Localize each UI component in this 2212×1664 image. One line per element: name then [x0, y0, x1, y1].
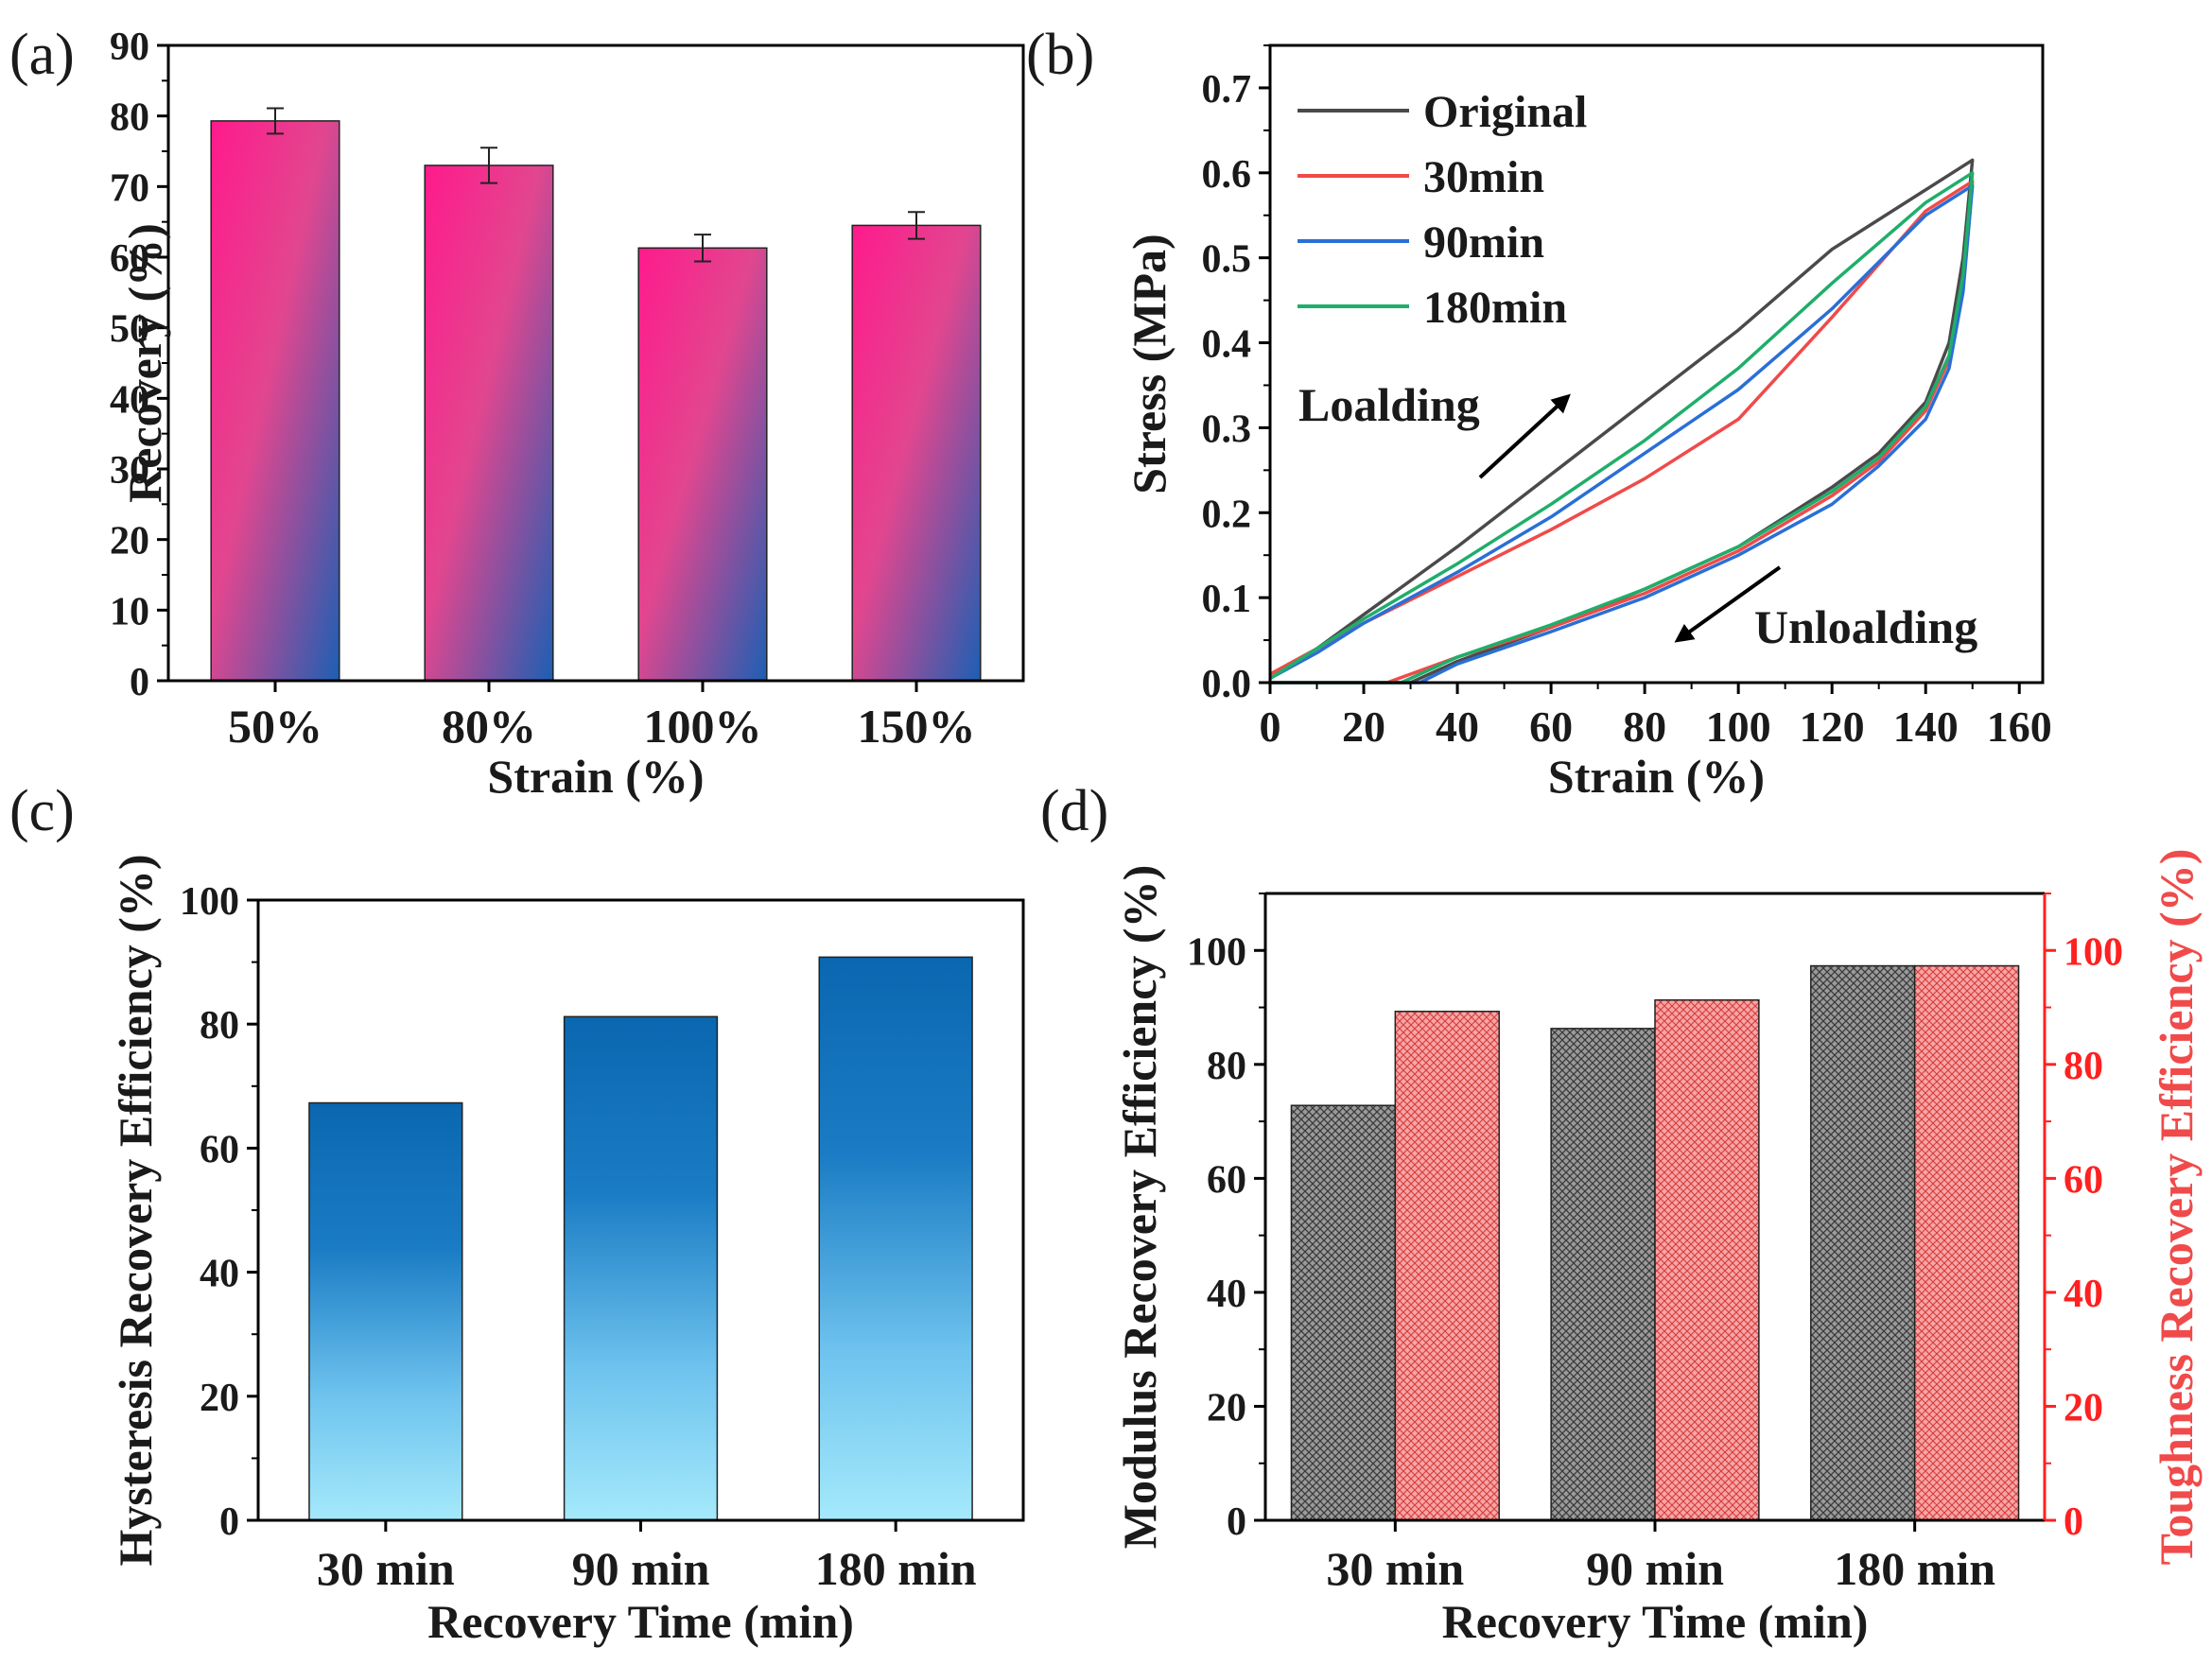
ytick-label-c-0: 0 [219, 1500, 239, 1544]
series-line-180min [1269, 171, 1975, 685]
ytick-label-d-right-1: 20 [2064, 1386, 2103, 1430]
bar-c-2 [818, 956, 973, 1521]
bar-a-3 [851, 224, 982, 682]
x-axis-label-c: Recovery Time (min) [427, 1595, 854, 1648]
loading-arrow [1478, 393, 1571, 479]
ytick-label-a-6: 60 [110, 237, 149, 281]
annotation-unloading: Unloalding [1754, 600, 1977, 653]
ytick-label-d-right-0: 0 [2064, 1500, 2083, 1544]
ytick-label-d-left-5: 100 [1187, 930, 1246, 974]
ytick-label-b-0: 0.0 [1202, 663, 1252, 706]
chart-b: 0 20 40 60 80 100 120 140 160 0.0 0.1 0.2 0.3 0.4 0.5 0… [1123, 43, 2052, 803]
ytick-label-a-0: 0 [130, 661, 149, 704]
bar-d-modulus-2 [1810, 964, 1916, 1521]
ytick-label-d-left-4: 80 [1207, 1045, 1246, 1088]
bar-c-0 [308, 1101, 463, 1521]
ytick-label-d-left-3: 60 [1207, 1158, 1246, 1202]
plot-frame-a [166, 43, 1025, 683]
y-axis-label-d-right: Toughness Recovery Efficiency (%) [2150, 849, 2203, 1566]
bar-a-2 [637, 247, 768, 682]
ytick-label-b-1: 0.1 [1202, 578, 1252, 621]
ytick-label-d-left-2: 40 [1207, 1273, 1246, 1316]
xtick-label-b-6: 120 [1800, 702, 1865, 751]
xtick-label-b-3: 60 [1529, 702, 1573, 751]
chart-d: 30 min 90 min 180 min 0 0 20 20 40 40 60 60 80 80 100… [1113, 849, 2203, 1648]
xtick-label-b-0: 0 [1260, 702, 1281, 751]
bar-d-toughness-0 [1394, 1011, 1500, 1521]
x-axis-label-d: Recovery Time (min) [1442, 1595, 1869, 1648]
bar-a-1 [424, 165, 554, 682]
xtick-label-a-1: 80% [442, 700, 536, 753]
y-axis-label-d-left: Modulus Recovery Efficiency (%) [1113, 865, 1166, 1549]
ytick-label-c-1: 20 [200, 1377, 239, 1420]
ytick-label-b-5: 0.5 [1202, 238, 1252, 282]
panel-c-label: (c) [9, 779, 75, 843]
xtick-label-c-0: 30 min [317, 1542, 455, 1595]
xtick-label-d-1: 90 min [1586, 1542, 1724, 1595]
xtick-label-b-8: 160 [1987, 702, 2052, 751]
xtick-label-b-4: 80 [1623, 702, 1666, 751]
series-line-90min [1269, 183, 1975, 685]
ytick-label-a-2: 20 [110, 520, 149, 563]
xtick-label-a-2: 100% [644, 700, 762, 753]
x-axis-label-b: Strain (%) [1548, 750, 1765, 803]
plot-frame-b [1268, 43, 2045, 685]
ytick-label-b-4: 0.4 [1202, 323, 1252, 367]
ytick-label-d-left-0: 0 [1227, 1500, 1246, 1544]
ytick-label-d-right-3: 60 [2064, 1158, 2103, 1202]
ytick-label-b-3: 0.3 [1202, 407, 1252, 451]
ytick-label-a-1: 10 [110, 590, 149, 633]
ytick-label-b-2: 0.2 [1202, 493, 1252, 536]
bar-d-toughness-2 [1913, 964, 2020, 1521]
ytick-label-c-3: 60 [200, 1128, 239, 1171]
xtick-label-d-0: 30 min [1326, 1542, 1464, 1595]
y-axis-label-a: Recovery (%) [118, 223, 171, 503]
xtick-label-b-2: 40 [1436, 702, 1479, 751]
bar-c-1 [563, 1015, 719, 1521]
xtick-label-b-5: 100 [1706, 702, 1771, 751]
xtick-label-b-1: 20 [1342, 702, 1385, 751]
chart-a: 50% 80% 100% 150% 0 10 20 30 40 50 60 70 80 90 Strain … [110, 26, 1025, 803]
ytick-label-a-4: 40 [110, 378, 149, 422]
bar-a-0 [210, 120, 340, 682]
bar-d-toughness-1 [1654, 998, 1760, 1521]
unloading-arrow [1674, 565, 1782, 643]
xtick-label-a-3: 150% [858, 700, 976, 753]
ytick-label-b-6: 0.6 [1202, 153, 1252, 197]
ytick-label-d-right-5: 100 [2064, 930, 2123, 974]
ytick-label-a-9: 90 [110, 26, 149, 69]
ytick-label-a-7: 70 [110, 166, 149, 210]
plot-frame-c [256, 898, 1025, 1522]
ytick-label-c-5: 100 [180, 880, 239, 924]
xtick-label-a-0: 50% [228, 700, 322, 753]
ytick-label-a-8: 80 [110, 96, 149, 140]
legend-label-90min: 90min [1423, 217, 1544, 268]
ytick-label-d-right-4: 80 [2064, 1045, 2103, 1088]
panel-a-label: (a) [9, 23, 75, 87]
ytick-label-d-left-1: 20 [1207, 1386, 1246, 1430]
legend-label-180min: 180min [1423, 283, 1567, 333]
ytick-label-d-right-2: 40 [2064, 1273, 2103, 1316]
legend-label-original: Original [1423, 87, 1587, 137]
bar-d-modulus-1 [1550, 1028, 1656, 1521]
xtick-label-c-1: 90 min [572, 1542, 710, 1595]
ytick-label-c-4: 80 [200, 1004, 239, 1048]
ytick-label-a-3: 30 [110, 449, 149, 493]
legend-label-30min: 30min [1423, 152, 1544, 202]
ytick-label-b-7: 0.7 [1202, 68, 1252, 112]
y-axis-label-c: Hysteresis Recovery Efficiency (%) [109, 855, 162, 1567]
ytick-label-c-2: 40 [200, 1253, 239, 1296]
y-axis-label-b: Stress (MPa) [1123, 234, 1176, 494]
ytick-label-a-5: 50 [110, 308, 149, 352]
xtick-label-c-2: 180 min [815, 1542, 977, 1595]
bar-d-modulus-0 [1290, 1104, 1397, 1521]
panel-b-label: (b) [1026, 23, 1094, 87]
panel-d-label: (d) [1040, 779, 1108, 843]
xtick-label-d-2: 180 min [1834, 1542, 1995, 1595]
xtick-label-b-7: 140 [1893, 702, 1959, 751]
chart-c: 30 min 90 min 180 min 0 20 40 60 80 100 Recovery … [109, 855, 1025, 1648]
x-axis-label-a: Strain (%) [487, 750, 704, 803]
annotation-loading: Loalding [1298, 378, 1480, 431]
